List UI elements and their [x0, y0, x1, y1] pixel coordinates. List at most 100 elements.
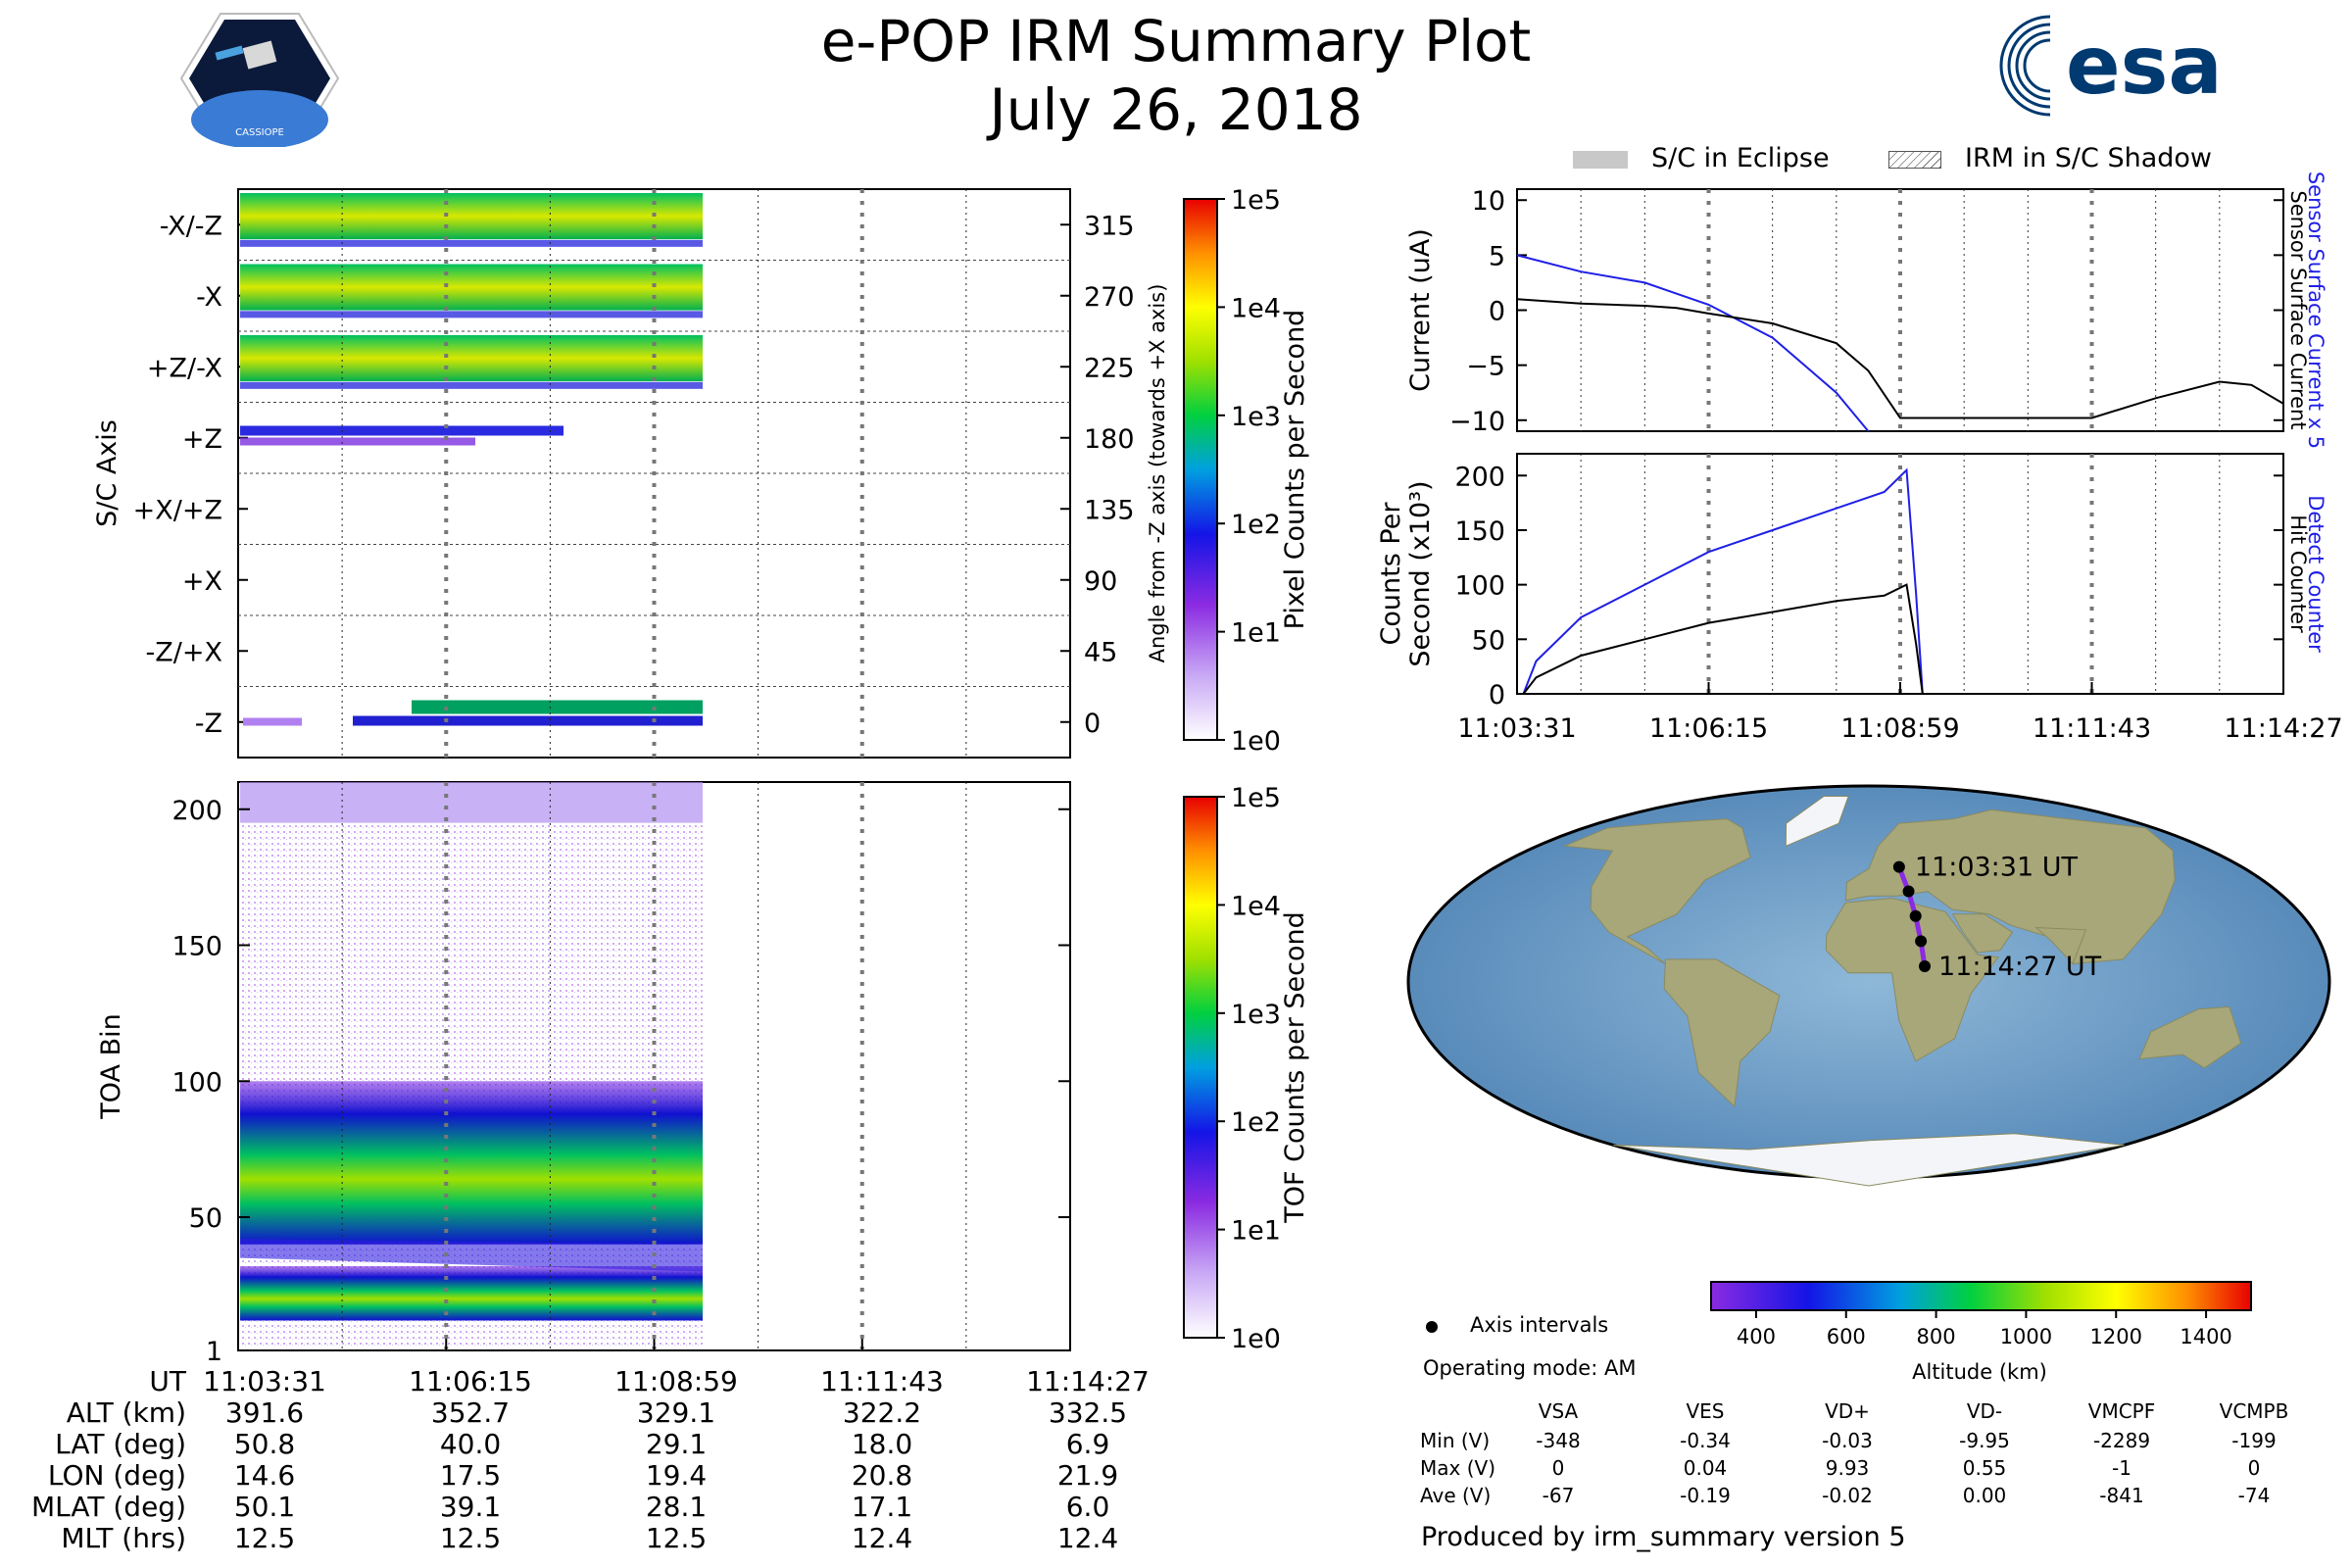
legend-shadow-swatch [1888, 151, 1941, 169]
ephemeris-cell: 12.4 [1056, 1522, 1119, 1554]
altitude-tick: 1000 [2000, 1325, 2052, 1348]
voltage-row-label: Max (V) [1420, 1456, 1495, 1480]
tof-band-low [240, 1265, 703, 1321]
angle-band-+Z/-X [240, 335, 703, 382]
angle-band-edge [240, 311, 703, 318]
ephemeris-cell: 28.1 [645, 1491, 708, 1523]
land-north-america [1564, 818, 1751, 964]
ytick: 0 [1489, 297, 1505, 327]
ytick: 10 [1472, 186, 1505, 217]
angle-right-tick: 270 [1084, 282, 1135, 313]
ytick: 150 [1454, 516, 1505, 547]
ephemeris-cell: 12.5 [439, 1522, 502, 1554]
colorbar-tick: 1e3 [1231, 402, 1281, 432]
axis-interval-marker [1426, 1321, 1438, 1333]
xtick: 11:06:15 [1649, 713, 1768, 744]
ephemeris-cell: 329.1 [636, 1396, 716, 1429]
right-label-0: Sensor Surface Current x 5 [2304, 172, 2328, 449]
voltage-row: Min (V) -348 -0.34 -0.03 -9.95 -2289 -199 [1416, 1429, 2278, 1456]
ephemeris-row-label: LAT (deg) [55, 1428, 186, 1460]
ephemeris-cell: 20.8 [851, 1459, 913, 1492]
angle-axis-label: -X [196, 282, 222, 313]
legend-eclipse-label: S/C in Eclipse [1651, 143, 1830, 173]
time-tick: 11:03:31 [203, 1365, 326, 1397]
tof-panel: 200 150 100 50 1 TOA Bin [96, 781, 1071, 1367]
time-tick: 11:08:59 [614, 1365, 738, 1397]
angle-axis-label: +X [182, 566, 222, 597]
altitude-label: Altitude (km) [1912, 1360, 2047, 1384]
voltage-cell: 0.04 [1683, 1456, 1728, 1480]
voltage-column-header: VSA [1538, 1399, 1579, 1423]
ytick: 50 [1472, 625, 1505, 656]
ytick: 200 [1454, 462, 1505, 492]
cassiope-logo-text: CASSIOPE [235, 127, 284, 138]
esa-logo: esa [1999, 15, 2223, 118]
voltage-row-label: Ave (V) [1420, 1484, 1492, 1507]
current-panel: 10 5 0 −5 −10 Current (uA) Sensor Surface Curr… [1405, 172, 2328, 449]
time-axis-label: UT [149, 1365, 186, 1397]
colorbar-tick: 1e0 [1231, 1324, 1281, 1354]
colorbar-tick: 1e4 [1231, 293, 1281, 323]
footer-text: Produced by irm_summary version 5 [1421, 1522, 1906, 1552]
right-label-1: Sensor Surface Current [2286, 190, 2310, 429]
altitude-tick: 600 [1827, 1325, 1866, 1348]
colorbar-tick: 1e5 [1231, 783, 1281, 813]
voltage-column-header: VD- [1966, 1399, 2003, 1423]
ephemeris-cell: 12.4 [851, 1522, 913, 1554]
angle-band-+Z-lower [240, 437, 475, 446]
esa-logo-text: esa [2066, 20, 2223, 113]
track-point [1919, 960, 1932, 973]
ephemeris-cell: 19.4 [645, 1459, 708, 1492]
altitude-colorbar: 400 600 800 1000 1200 1400 [1710, 1281, 2252, 1348]
series-line-0 [1516, 254, 1870, 432]
operating-mode: Operating mode: AM [1423, 1356, 1637, 1380]
land-australia [2138, 1005, 2242, 1069]
ephemeris-time-row: UT 11:03:31 11:06:15 11:08:59 11:11:43 1… [20, 1365, 1156, 1397]
angle-right-tick: 315 [1084, 211, 1135, 241]
track-point [1909, 909, 1922, 922]
voltage-cell: -199 [2231, 1429, 2277, 1452]
plot-legend: S/C in Eclipse IRM in S/C Shadow [1573, 143, 2259, 178]
angle-right-tick: 45 [1084, 637, 1117, 667]
colorbar-tick: 1e4 [1231, 891, 1281, 921]
tof-colorbar [1183, 796, 1218, 1339]
angle-right-tick: 0 [1084, 709, 1101, 739]
voltage-cell: -74 [2237, 1484, 2271, 1507]
colorbar-label: Pixel Counts per Second [1280, 310, 1310, 630]
voltage-cell: -0.19 [1680, 1484, 1731, 1507]
angle-panel: -X/-Z 315 -X 270 +Z/-X 225 +Z 180 +X/+Z 135 +X 90 -Z… [92, 188, 1169, 759]
time-tick: 11:06:15 [409, 1365, 532, 1397]
ephemeris-row: ALT (km) 391.6 352.7 329.1 322.2 332.5 [20, 1396, 1156, 1429]
page-title: e-POP IRM Summary Plot [820, 8, 1532, 74]
colorbars: 1e5 1e4 1e3 1e2 1e1 1e0 Pixel Counts per Secon… [1183, 185, 1310, 1354]
altitude-tick: 1400 [2180, 1325, 2231, 1348]
ephemeris-cell: 391.6 [224, 1396, 305, 1429]
angle-axis-label: -Z/+X [146, 637, 222, 667]
colorbar-tick: 1e1 [1231, 618, 1281, 649]
ephemeris-row: MLT (hrs) 12.5 12.5 12.5 12.4 12.4 [20, 1522, 1156, 1554]
angle-axis-label: +Z/-X [147, 353, 222, 383]
tof-ylabel: TOA Bin [96, 1013, 126, 1119]
angle-band--Z-edge [243, 717, 302, 726]
ephemeris-cell: 352.7 [430, 1396, 511, 1429]
legend-shadow-label: IRM in S/C Shadow [1965, 143, 2213, 173]
ephemeris-cell: 21.9 [1056, 1459, 1119, 1492]
ephemeris-cell: 322.2 [842, 1396, 922, 1429]
map-ocean [1406, 784, 2331, 1180]
ephemeris-cell: 50.1 [233, 1491, 296, 1523]
ephemeris-cell: 12.5 [233, 1522, 296, 1554]
ephemeris-cell: 17.5 [439, 1459, 502, 1492]
voltage-cell: -67 [1542, 1484, 1575, 1507]
altitude-tick: 1200 [2090, 1325, 2142, 1348]
angle-axis-label: -X/-Z [160, 211, 222, 241]
track-point [1902, 885, 1915, 898]
voltage-cell: -348 [1536, 1429, 1581, 1452]
ephemeris-row-label: ALT (km) [66, 1396, 186, 1429]
axis-interval-label: Axis intervals [1470, 1313, 1609, 1337]
tof-band-main [240, 1081, 703, 1245]
ylabel: Current (uA) [1405, 228, 1436, 392]
right-label-1: Hit Counter [2286, 514, 2310, 633]
land-india [2034, 926, 2087, 965]
angle-axis-label: +Z [182, 424, 222, 455]
